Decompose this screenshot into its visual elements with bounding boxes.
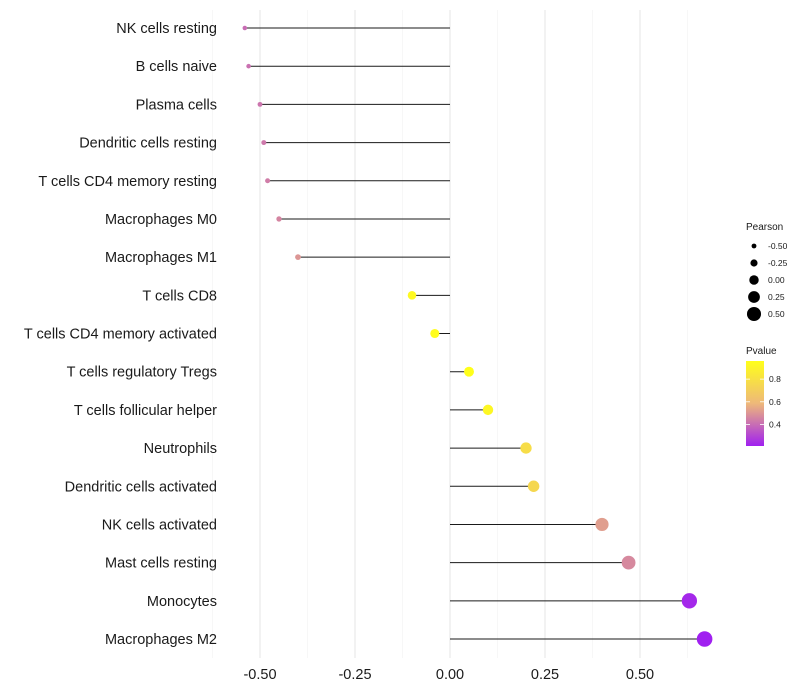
category-label: Macrophages M0	[105, 212, 217, 228]
data-point	[246, 63, 251, 69]
category-label: NK cells resting	[116, 21, 217, 37]
category-label: T cells regulatory Tregs	[67, 365, 217, 381]
size-legend-dot	[750, 259, 758, 267]
category-label: Mast cells resting	[105, 556, 217, 572]
data-point	[527, 480, 540, 492]
category-label: B cells naive	[136, 59, 217, 75]
colorbar-label: 0.6	[769, 397, 781, 407]
size-legend-dot	[746, 306, 762, 322]
category-label: Macrophages M1	[105, 250, 217, 266]
data-point	[696, 631, 713, 647]
category-label: NK cells activated	[102, 517, 217, 533]
category-label: T cells CD4 memory resting	[38, 174, 217, 190]
category-label: Dendritic cells activated	[65, 479, 217, 495]
size-legend-dot	[751, 243, 757, 249]
data-point	[265, 178, 271, 184]
colorbar-label: 0.8	[769, 374, 781, 384]
data-point	[681, 593, 698, 609]
size-legend-dot	[748, 291, 760, 303]
data-point	[430, 328, 440, 339]
data-point	[464, 366, 474, 377]
stems	[244, 27, 705, 640]
pvalue-color-legend: Pvalue 0.4 0.6 0.8	[746, 346, 781, 446]
data-point	[276, 216, 282, 222]
category-label: Neutrophils	[144, 441, 217, 457]
category-label: Plasma cells	[136, 97, 217, 113]
pvalue-colorbar	[746, 361, 764, 446]
x-axis-ticks: -0.50 -0.25 0.00 0.25 0.50	[243, 667, 654, 683]
data-point	[520, 442, 532, 454]
category-label: Macrophages M2	[105, 632, 217, 648]
x-tick-label: -0.25	[338, 667, 371, 683]
data-point	[261, 140, 267, 146]
category-label: Dendritic cells resting	[79, 136, 217, 152]
size-legend-label: 0.00	[768, 275, 785, 285]
data-point	[295, 254, 301, 261]
category-label: T cells CD4 memory activated	[24, 327, 217, 343]
x-tick-label: 0.50	[626, 667, 654, 683]
x-tick-label: 0.00	[436, 667, 464, 683]
size-legend-label: -0.25	[768, 258, 788, 268]
category-labels: NK cells resting B cells naive Plasma cell…	[24, 21, 217, 648]
category-label: Monocytes	[147, 594, 217, 610]
points	[242, 25, 713, 647]
size-legend-label: 0.50	[768, 309, 785, 319]
x-tick-label: -0.50	[243, 667, 276, 683]
size-legend-title: Pearson	[746, 222, 783, 233]
data-point	[257, 101, 263, 107]
x-tick-label: 0.25	[531, 667, 559, 683]
data-point	[595, 517, 609, 532]
data-point	[621, 555, 636, 570]
color-legend-title: Pvalue	[746, 346, 777, 357]
colorbar-label: 0.4	[769, 419, 781, 429]
size-legend-dot	[749, 275, 759, 285]
data-point	[242, 25, 248, 31]
size-legend-label: 0.25	[768, 292, 785, 302]
data-point	[407, 291, 417, 300]
data-point	[482, 404, 494, 416]
category-label: T cells CD8	[142, 288, 217, 304]
pearson-size-legend: Pearson -0.50 -0.25 0.00 0.25 0.50	[746, 222, 788, 322]
size-legend-label: -0.50	[768, 241, 788, 251]
category-label: T cells follicular helper	[74, 403, 217, 419]
